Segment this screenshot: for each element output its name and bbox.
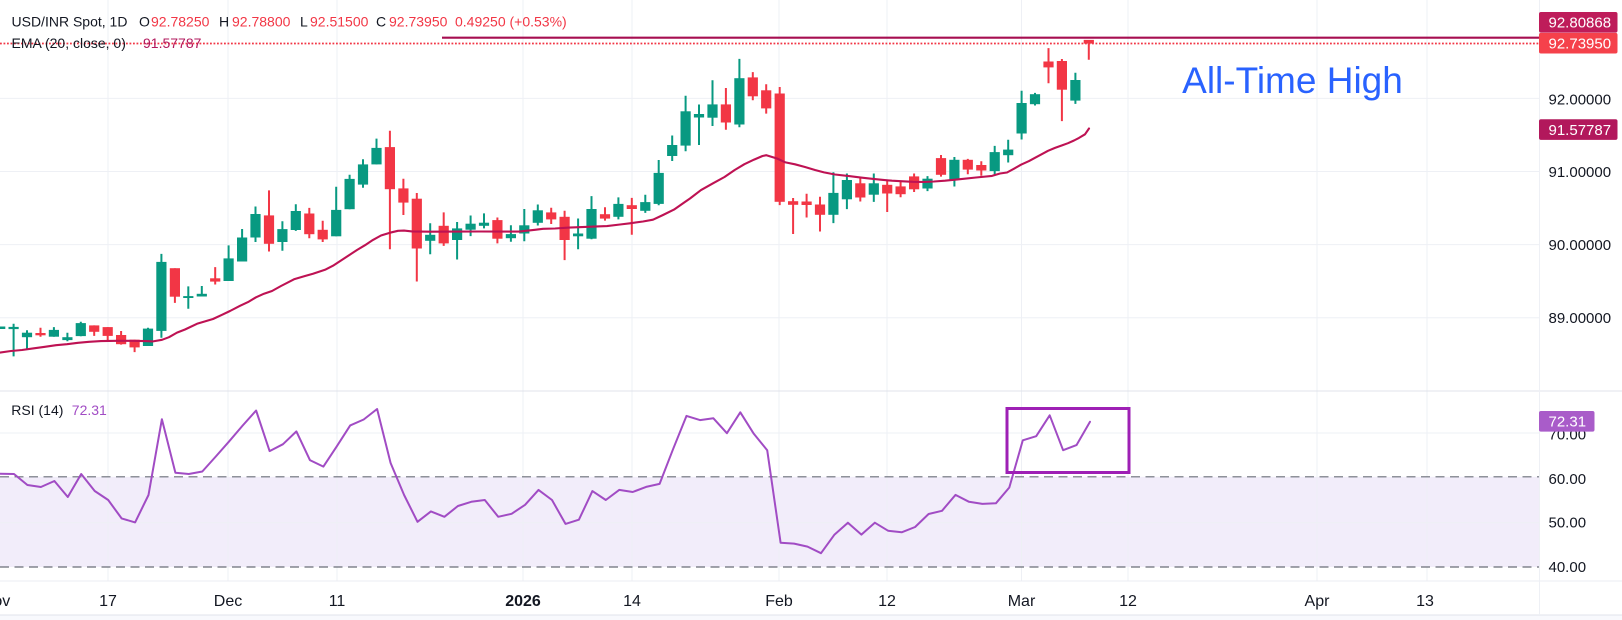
svg-text:92.51500: 92.51500: [310, 14, 369, 30]
svg-text:50.00: 50.00: [1549, 515, 1587, 532]
svg-text:91.57787: 91.57787: [1549, 122, 1612, 139]
svg-text:92.80868: 92.80868: [1549, 15, 1612, 32]
svg-text:All-Time High: All-Time High: [1182, 60, 1403, 101]
svg-text:RSI (14): RSI (14): [11, 402, 63, 418]
svg-text:Mar: Mar: [1008, 593, 1036, 610]
svg-text:Dec: Dec: [214, 593, 242, 610]
svg-text:40.00: 40.00: [1549, 559, 1587, 576]
svg-text:12: 12: [1119, 593, 1137, 610]
svg-text:13: 13: [1416, 593, 1434, 610]
svg-text:60.00: 60.00: [1549, 471, 1587, 488]
svg-text:0.49250 (+0.53%): 0.49250 (+0.53%): [455, 14, 567, 30]
svg-text:72.31: 72.31: [1549, 414, 1587, 431]
svg-text:Feb: Feb: [765, 593, 793, 610]
svg-text:USD/INR Spot, 1D: USD/INR Spot, 1D: [12, 14, 128, 30]
svg-text:17: 17: [99, 593, 117, 610]
svg-text:O: O: [139, 14, 150, 30]
svg-text:92.78800: 92.78800: [232, 14, 291, 30]
svg-text:91.00000: 91.00000: [1549, 164, 1612, 181]
svg-text:L: L: [300, 14, 308, 30]
svg-text:H: H: [219, 14, 229, 30]
svg-text:72.31: 72.31: [72, 402, 107, 418]
svg-text:C: C: [376, 14, 386, 30]
svg-text:12: 12: [878, 593, 896, 610]
svg-text:Apr: Apr: [1305, 593, 1331, 610]
svg-text:92.78250: 92.78250: [151, 14, 210, 30]
svg-text:2026: 2026: [505, 593, 541, 610]
svg-text:EMA (20, close, 0): EMA (20, close, 0): [12, 35, 126, 51]
svg-text:92.73950: 92.73950: [1549, 36, 1612, 53]
svg-text:11: 11: [329, 593, 346, 610]
svg-text:90.00000: 90.00000: [1549, 237, 1612, 254]
svg-text:Nov: Nov: [0, 593, 10, 610]
svg-text:14: 14: [623, 593, 641, 610]
svg-text:89.00000: 89.00000: [1549, 310, 1612, 327]
svg-text:91.57787: 91.57787: [143, 35, 202, 51]
svg-text:92.73950: 92.73950: [389, 14, 448, 30]
svg-text:92.00000: 92.00000: [1549, 91, 1612, 108]
